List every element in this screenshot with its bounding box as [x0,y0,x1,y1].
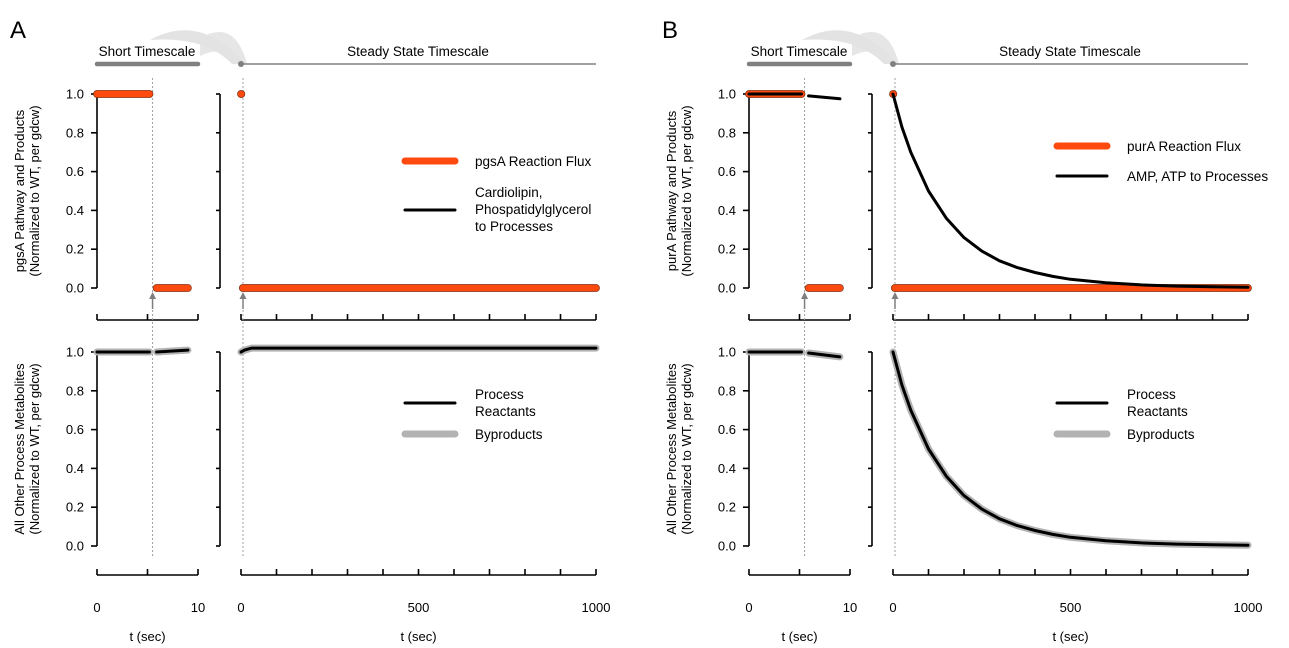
bottom-y-tick-label: 0.0 [66,539,84,554]
legend-byproducts-label: Byproducts [475,427,543,442]
bottom-y-tick-label: 0.6 [66,422,84,437]
bottom-y-tick-label: 1.0 [66,345,84,360]
long-x-axis-title: t (sec) [400,629,436,644]
top-series-product-long-line [891,92,1250,289]
legend-reactants-label-1: Process [475,387,524,402]
top-y-tick-label: 0.2 [66,242,84,257]
top-y-tick-label: 0.6 [718,164,736,179]
long-x-tick-label: 1000 [582,600,611,615]
bottom-series-reactant-short-line [747,350,842,359]
top-y-tick-label: 0.6 [66,164,84,179]
steady-timescale-label: Steady State Timescale [999,44,1141,59]
panel-B: B Short Timescale Steady State Timescale pu… [662,17,1268,644]
long-x-tick-label: 500 [408,600,430,615]
bottom-series-reactant-long-line [239,346,598,354]
short-timescale-label: Short Timescale [99,44,196,59]
bottom-y-tick-label: 0.8 [66,383,84,398]
legend-product-label-2: Phospatidylglycerol [475,202,591,217]
steady-timescale-start-marker [890,61,896,67]
long-x-tick-label: 500 [1060,600,1082,615]
top-y-tick-label: 0.4 [66,203,84,218]
short-timescale-label: Short Timescale [751,44,848,59]
legend-flux-label: purA Reaction Flux [1127,139,1241,154]
legend-flux-label: pgsA Reaction Flux [475,154,592,169]
bottom-y-tick-label: 0.2 [718,500,736,515]
bottom-series-reactant-short-line [95,348,190,354]
top-series-product-long-line [239,92,598,290]
long-x-axis-title: t (sec) [1052,629,1088,644]
legend-reactants-label-1: Process [1127,387,1176,402]
top-series-flux-short-line [93,90,192,292]
bottom-y-axis-label-line2: (Normalized to WT, per gdcw) [27,363,42,534]
top-series-flux-short-outline [93,90,192,292]
top-y-axis-label-line2: (Normalized to WT, per gdcw) [679,105,694,276]
bottom-series-byproduct-long-line [889,348,1252,549]
timescale-connector-shade [802,30,898,64]
steady-timescale-label: Steady State Timescale [347,44,489,59]
top-y-tick-label: 0.0 [718,281,736,296]
top-series-product-short-line [95,92,190,290]
top-y-tick-label: 1.0 [718,87,736,102]
long-x-tick-label: 0 [889,600,896,615]
short-x-axis-title: t (sec) [781,629,817,644]
bottom-y-axis-label-line1: All Other Process Metabolites [664,363,679,535]
timescale-connector-shade [150,30,246,64]
bottom-y-tick-label: 0.6 [718,422,736,437]
panel-label: B [662,17,678,44]
bottom-y-tick-label: 0.0 [718,539,736,554]
long-perturbation-arrow-head [891,292,899,299]
top-y-tick-label: 0.0 [66,281,84,296]
short-x-axis-title: t (sec) [129,629,165,644]
top-y-axis-label-line1: pgsA Pathway and Products [12,109,27,272]
top-series-flux-long-line [237,90,600,292]
top-series-flux-long-line [889,90,1252,292]
top-y-tick-label: 0.8 [718,125,736,140]
top-series-flux-short-line [745,90,844,292]
legend-byproducts-label: Byproducts [1127,427,1195,442]
bottom-series-reactant-long-line [891,350,1250,547]
top-y-tick-label: 0.8 [66,125,84,140]
bottom-y-tick-label: 0.4 [718,461,736,476]
top-y-tick-label: 1.0 [66,87,84,102]
long-perturbation-arrow-head [239,292,247,299]
legend-product-label: AMP, ATP to Processes [1127,169,1268,184]
panel-A: A Short Timescale Steady State Timescale pg… [10,17,610,644]
top-series-flux-long-outline [237,90,600,292]
bottom-y-axis-label: All Other Process Metabolites (Normalized… [664,363,694,535]
short-x-tick-label: 0 [93,600,100,615]
short-x-tick-label: 10 [843,600,857,615]
legend-reactants-label-2: Reactants [1127,404,1188,419]
legend-product-label-3: to Processes [475,219,553,234]
top-y-axis-label: pgsA Pathway and Products (Normalized to … [12,105,42,276]
bottom-y-axis-label-line2: (Normalized to WT, per gdcw) [679,363,694,534]
top-series-flux-long-outline [889,90,1252,292]
bottom-y-tick-label: 0.8 [718,383,736,398]
top-y-axis-label: purA Pathway and Products (Normalized to … [664,105,694,276]
top-series-flux-short-outline [745,90,844,292]
top-y-tick-label: 0.2 [718,242,736,257]
bottom-y-tick-label: 0.2 [66,500,84,515]
short-perturbation-arrow-head [149,292,157,299]
top-y-axis-label-line2: (Normalized to WT, per gdcw) [27,105,42,276]
bottom-y-axis-label-line1: All Other Process Metabolites [12,363,27,535]
top-y-tick-label: 0.4 [718,203,736,218]
bottom-y-axis-label: All Other Process Metabolites (Normalized… [12,363,42,535]
long-x-tick-label: 1000 [1234,600,1263,615]
panel-label: A [10,17,26,44]
long-x-tick-label: 0 [237,600,244,615]
short-x-tick-label: 10 [191,600,205,615]
short-x-tick-label: 0 [745,600,752,615]
top-series-product-short-line [747,92,842,101]
bottom-y-tick-label: 0.4 [66,461,84,476]
steady-timescale-start-marker [238,61,244,67]
short-perturbation-arrow-head [801,292,809,299]
legend-product-label-1: Cardiolipin, [475,185,543,200]
legend-reactants-label-2: Reactants [475,404,536,419]
bottom-y-tick-label: 1.0 [718,345,736,360]
top-y-axis-label-line1: purA Pathway and Products [664,110,679,271]
